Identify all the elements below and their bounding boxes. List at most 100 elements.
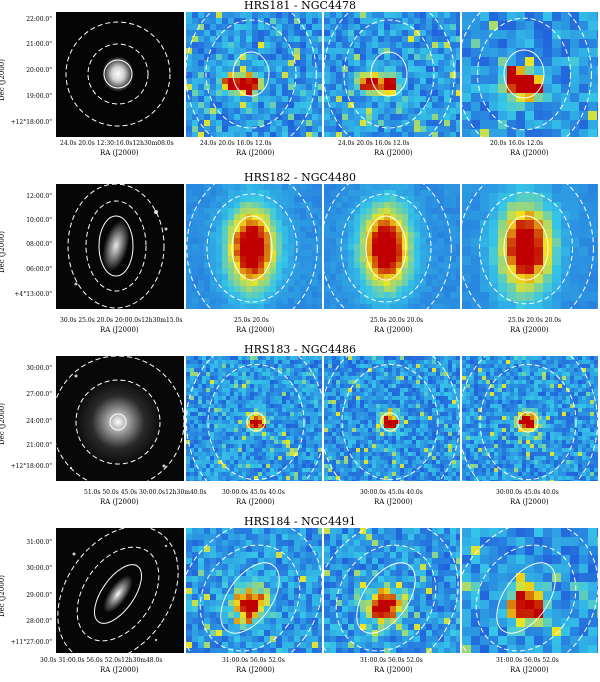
- heatmap-cell: [348, 460, 352, 464]
- heatmap-cell: [294, 102, 300, 108]
- heatmap-cell: [324, 432, 328, 436]
- heatmap-cell: [546, 368, 550, 372]
- heatmap-cell: [356, 408, 360, 412]
- heatmap-cell: [489, 265, 498, 274]
- heatmap-cell: [366, 120, 372, 126]
- heatmap-cell: [486, 376, 490, 380]
- heatmap-cell: [444, 452, 448, 456]
- heatmap-cell: [489, 84, 498, 93]
- heatmap-cell: [522, 368, 526, 372]
- heatmap-cell: [400, 396, 404, 400]
- heatmap-cell: [518, 380, 522, 384]
- heatmap-cell: [498, 120, 507, 129]
- heatmap-cell: [414, 114, 420, 120]
- heatmap-cell: [274, 376, 278, 380]
- heatmap-cell: [448, 408, 452, 412]
- heatmap-cell: [198, 396, 202, 400]
- heatmap-cell: [570, 360, 574, 364]
- heatmap-cell: [270, 424, 274, 428]
- heatmap-cell: [392, 468, 396, 472]
- heatmap-cell: [448, 432, 452, 436]
- heatmap-cell: [336, 208, 342, 214]
- heatmap-cell: [586, 364, 590, 368]
- heatmap-cell: [294, 304, 300, 309]
- heatmap-cell: [384, 304, 390, 309]
- heatmap-cell: [312, 72, 318, 78]
- heatmap-cell: [456, 102, 460, 108]
- heatmap-cell: [240, 114, 246, 120]
- heatmap-cell: [228, 108, 234, 114]
- figure-row-2: HRS182 - NGC4480 Dec (J2000) 12:00.0" 10…: [0, 172, 600, 342]
- heatmap-cell: [354, 114, 360, 120]
- heatmap-cell: [324, 190, 330, 196]
- heatmap-cell: [579, 229, 588, 238]
- heatmap-cell: [538, 372, 542, 376]
- heatmap-cell: [420, 250, 426, 256]
- heatmap-cell: [348, 448, 352, 452]
- heatmap-cell: [416, 428, 420, 432]
- heatmap-cell: [396, 42, 402, 48]
- heatmap-cell: [332, 404, 336, 408]
- heatmap-cell: [440, 372, 444, 376]
- heatmap-cell: [226, 388, 230, 392]
- heatmap-cell: [190, 376, 194, 380]
- heatmap-cell: [198, 360, 202, 364]
- heatmap-cell: [440, 432, 444, 436]
- heatmap-cell: [252, 48, 258, 54]
- heatmap-cell: [216, 66, 222, 72]
- heatmap-cell: [543, 75, 552, 84]
- heatmap-cell: [270, 84, 276, 90]
- heatmap-cell: [270, 238, 276, 244]
- heatmap-cell: [424, 436, 428, 440]
- heatmap-cell: [342, 292, 348, 298]
- heatmap-cell: [210, 428, 214, 432]
- heatmap-cell: [438, 12, 444, 18]
- heatmap-cell: [204, 114, 210, 120]
- heatmap-cell: [378, 238, 384, 244]
- heatmap-cell: [234, 244, 240, 250]
- heatmap-cell: [489, 220, 498, 229]
- heatmap-cell: [258, 244, 264, 250]
- heatmap-cell: [198, 84, 204, 90]
- heatmap-cell: [282, 132, 288, 137]
- heatmap-cell: [368, 364, 372, 368]
- heatmap-cell: [378, 262, 384, 268]
- heatmap-cell: [586, 388, 590, 392]
- heatmap-cell: [579, 84, 588, 93]
- heatmap-cell: [384, 36, 390, 42]
- heatmap-cell: [543, 292, 552, 301]
- heatmap-cell: [290, 476, 294, 480]
- heatmap-cell: [234, 468, 238, 472]
- heatmap-cell: [210, 262, 216, 268]
- aperture-ellipse: [232, 51, 270, 97]
- heatmap-cell: [543, 111, 552, 120]
- heatmap-cell: [294, 360, 298, 364]
- heatmap-cell: [204, 196, 210, 202]
- heatmap-cell: [380, 480, 384, 481]
- heatmap-cell: [438, 48, 444, 54]
- heatmap-cell: [300, 262, 306, 268]
- heatmap-cell: [246, 96, 252, 102]
- heatmap-cell: [366, 72, 372, 78]
- heatmap-cell: [364, 356, 368, 360]
- heatmap-cell: [310, 420, 314, 424]
- heatmap-cell: [416, 424, 420, 428]
- heatmap-cell: [294, 428, 298, 432]
- heatmap-cell: [344, 476, 348, 480]
- heatmap-cell: [384, 468, 388, 472]
- heatmap-cell: [507, 292, 516, 301]
- heatmap-cell: [366, 24, 372, 30]
- heatmap-cell: [314, 452, 318, 456]
- heatmap-cell: [194, 476, 198, 480]
- heatmap-cell: [558, 368, 562, 372]
- heatmap-cell: [186, 256, 192, 262]
- heatmap-cell: [242, 408, 246, 412]
- heatmap-cell: [384, 202, 390, 208]
- heatmap-cell: [214, 364, 218, 368]
- heatmap-cell: [190, 436, 194, 440]
- heatmap-cell: [342, 304, 348, 309]
- heatmap-cell: [588, 283, 597, 292]
- heatmap-cell: [310, 372, 314, 376]
- heatmap-cell: [310, 384, 314, 388]
- heatmap-cell: [466, 364, 470, 368]
